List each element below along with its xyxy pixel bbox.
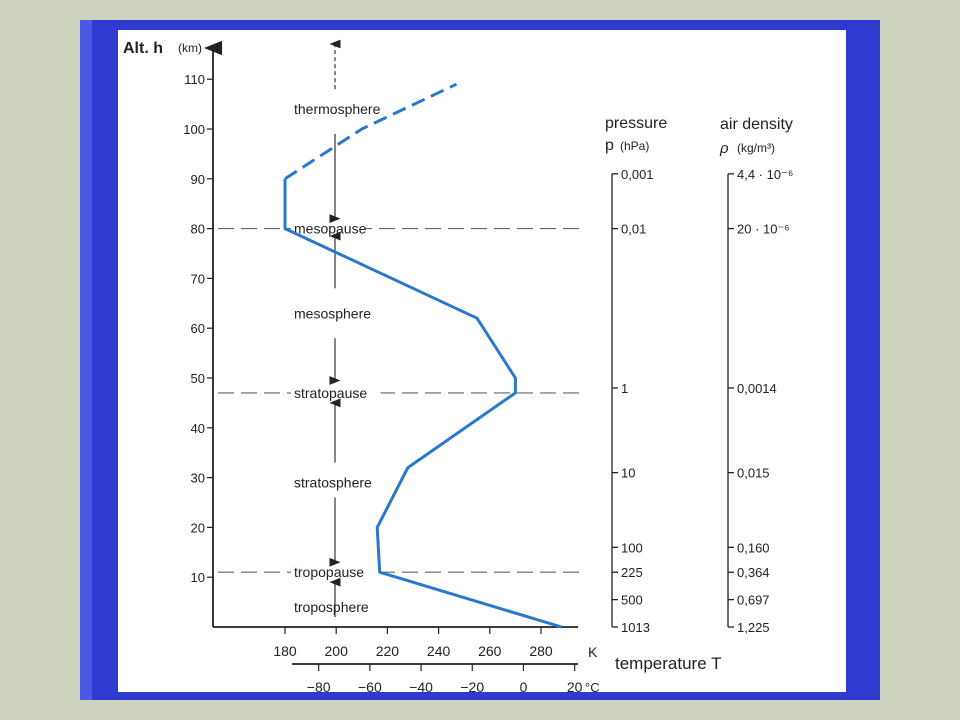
- y-tick-label: 100: [183, 122, 205, 137]
- y-tick-label: 60: [191, 321, 205, 336]
- layer-label-thermosphere: thermosphere: [294, 101, 381, 117]
- density-tick-label: 0,364: [737, 565, 770, 580]
- boundary-label-bg: [291, 563, 373, 580]
- pressure-title: pressure: [605, 115, 667, 132]
- x-axis-kelvin-unit: K: [588, 644, 598, 660]
- density-tick-label: 0,160: [737, 540, 770, 555]
- density-tick-label: 4,4 · 10⁻⁶: [737, 167, 793, 182]
- pressure-tick-label: 0,001: [621, 167, 654, 182]
- temperature-profile-dashed: [284, 82, 458, 181]
- y-axis-title: Alt. h: [123, 40, 163, 57]
- boundary-label-bg: [291, 219, 366, 236]
- x-tick-kelvin-label: 180: [273, 643, 297, 659]
- x-tick-kelvin-label: 260: [478, 643, 502, 659]
- y-tick-label: 70: [191, 271, 205, 286]
- x-tick-celsius-label: 20: [567, 679, 583, 695]
- y-tick-label: 90: [191, 172, 205, 187]
- density-symbol: ρ: [719, 140, 729, 157]
- x-tick-celsius-label: −20: [460, 679, 484, 695]
- y-axis-unit: (km): [178, 41, 202, 55]
- pressure-tick-label: 1: [621, 381, 628, 396]
- boundary-label-bg: [291, 383, 381, 400]
- density-tick-label: 1,225: [737, 620, 770, 635]
- x-tick-celsius-label: −40: [409, 679, 433, 695]
- y-tick-label: 50: [191, 371, 205, 386]
- layer-label-stratosphere: stratosphere: [294, 475, 372, 491]
- x-tick-kelvin-label: 280: [529, 643, 553, 659]
- density-unit: (kg/m³): [737, 141, 775, 155]
- y-tick-label: 20: [191, 520, 205, 535]
- y-tick-label: 40: [191, 421, 205, 436]
- density-tick-label: 20 · 10⁻⁶: [737, 222, 790, 237]
- density-tick-label: 0,0014: [737, 381, 777, 396]
- pressure-tick-label: 1013: [621, 620, 650, 635]
- x-tick-kelvin-label: 240: [427, 643, 451, 659]
- pressure-tick-label: 500: [621, 593, 643, 608]
- chart-panel: [118, 30, 846, 692]
- x-tick-kelvin-label: 220: [376, 643, 400, 659]
- density-title: air density: [720, 116, 793, 133]
- boundary-label-mesopause: mesopause: [294, 221, 367, 237]
- density-tick-label: 0,015: [737, 466, 770, 481]
- boundary-label-stratopause: stratopause: [294, 385, 367, 401]
- y-tick-label: 80: [191, 222, 205, 237]
- pressure-tick-label: 225: [621, 565, 643, 580]
- pressure-tick-label: 10: [621, 466, 635, 481]
- y-tick-label: 10: [191, 570, 205, 585]
- boundary-label-tropopause: tropopause: [294, 564, 364, 580]
- temperature-profile-solid: [283, 178, 562, 629]
- y-tick-label: 110: [184, 72, 205, 87]
- density-tick-label: 0,697: [737, 593, 770, 608]
- x-axis-label: temperature T: [615, 654, 721, 673]
- pressure-unit: (hPa): [620, 139, 649, 153]
- x-tick-celsius-label: −80: [307, 679, 331, 695]
- x-tick-celsius-label: −60: [358, 679, 382, 695]
- layer-label-mesosphere: mesosphere: [294, 305, 371, 321]
- x-tick-celsius-label: 0: [520, 679, 528, 695]
- x-tick-kelvin-label: 200: [325, 643, 349, 659]
- pressure-tick-label: 100: [621, 540, 643, 555]
- pressure-tick-label: 0,01: [621, 222, 646, 237]
- pressure-symbol: p: [605, 137, 614, 154]
- x-axis-celsius-unit: °C: [585, 680, 600, 695]
- layer-label-troposphere: troposphere: [294, 599, 369, 615]
- y-tick-label: 30: [191, 471, 205, 486]
- frame-edge: [80, 20, 92, 700]
